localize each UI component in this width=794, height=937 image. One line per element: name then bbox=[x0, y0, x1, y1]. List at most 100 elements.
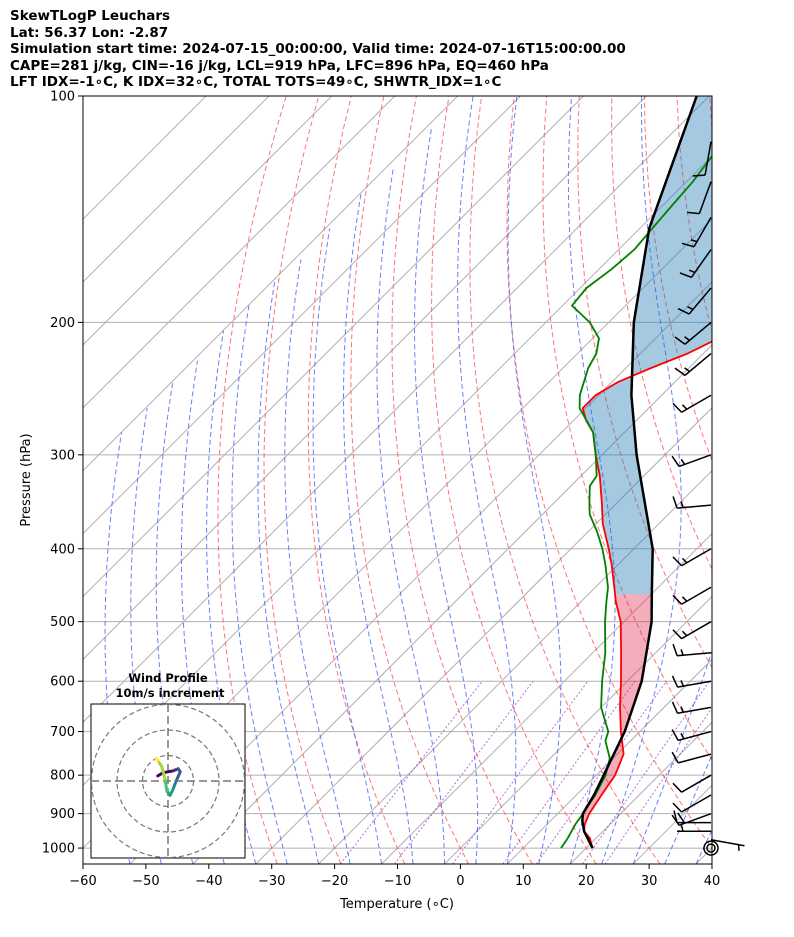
barb-flag bbox=[677, 812, 686, 824]
barb-flag bbox=[671, 675, 679, 688]
barb-flag bbox=[671, 455, 680, 467]
mixing-ratio-line bbox=[535, 680, 667, 864]
y-axis: 1000 900 800 700 600 500 400 300 200 100 bbox=[42, 90, 83, 857]
isotherm-line bbox=[83, 96, 521, 535]
y-tick-label: 300 bbox=[50, 448, 75, 463]
isotherm-line bbox=[83, 96, 710, 723]
dry-adiabat bbox=[742, 96, 794, 864]
isotherm-line bbox=[83, 96, 270, 283]
wind-barb bbox=[672, 496, 712, 509]
x-tick-label: −10 bbox=[384, 874, 411, 889]
wind-barb bbox=[692, 141, 712, 177]
barb-staff bbox=[704, 141, 712, 176]
dry-adiabat bbox=[506, 96, 712, 849]
wind-barb bbox=[672, 794, 712, 813]
moist-adiabat bbox=[376, 168, 445, 864]
barb-half-flag bbox=[680, 733, 685, 740]
wind-barb bbox=[671, 454, 712, 468]
hodograph-ring bbox=[91, 704, 245, 858]
barb-half-flag bbox=[680, 706, 685, 713]
wind-barb bbox=[671, 812, 712, 826]
isotherm-line bbox=[83, 96, 584, 598]
wind-barb bbox=[674, 321, 712, 345]
barb-flag bbox=[671, 751, 679, 764]
moist-adiabat bbox=[343, 193, 414, 864]
barb-half-flag bbox=[688, 269, 696, 274]
isotherm-line bbox=[83, 96, 459, 472]
dry-adiabat bbox=[263, 96, 342, 864]
wind-barb bbox=[671, 701, 712, 715]
barb-half-flag bbox=[690, 239, 698, 243]
barb-half-flag bbox=[680, 458, 686, 465]
moist-adiabat bbox=[231, 305, 288, 864]
barb-half-flag bbox=[684, 336, 690, 341]
dry-adiabat bbox=[431, 96, 597, 864]
barb-half-flag bbox=[680, 501, 684, 508]
moist-adiabat bbox=[567, 96, 616, 864]
barb-flag bbox=[672, 496, 678, 509]
barb-flag bbox=[677, 307, 690, 315]
barb-flag bbox=[674, 367, 686, 376]
calm-circle bbox=[706, 843, 716, 853]
y-tick-label: 1000 bbox=[42, 842, 75, 857]
wind-barb bbox=[677, 825, 711, 833]
y-axis-title: Pressure (hPa) bbox=[19, 433, 34, 526]
isotherm-line bbox=[129, 281, 712, 864]
dry-adiabat bbox=[469, 96, 661, 864]
barb-half-flag bbox=[681, 630, 688, 637]
calm-circle bbox=[703, 840, 719, 856]
wind-barb bbox=[703, 840, 719, 856]
moist-adiabat bbox=[632, 649, 712, 864]
wind-barb bbox=[679, 249, 712, 279]
isotherm-line bbox=[569, 721, 712, 864]
moist-adiabat bbox=[413, 127, 479, 864]
x-tick-label: −50 bbox=[132, 874, 159, 889]
moist-adiabat bbox=[601, 96, 682, 864]
mixing-ratio-line bbox=[502, 680, 636, 864]
parcel-profile-curve bbox=[581, 96, 698, 849]
wind-barb bbox=[672, 621, 712, 640]
isotherm-line bbox=[381, 532, 712, 864]
background-lines bbox=[83, 96, 794, 864]
hodograph-segment bbox=[163, 777, 169, 793]
x-tick-label: 40 bbox=[704, 874, 721, 889]
hodograph-title: Wind Profile bbox=[128, 671, 208, 685]
x-tick-label: 30 bbox=[641, 874, 658, 889]
barb-half-flag bbox=[680, 649, 684, 656]
moist-adiabat bbox=[312, 228, 383, 864]
x-tick-label: −30 bbox=[258, 874, 285, 889]
dry-adiabat bbox=[542, 96, 712, 761]
barb-staff bbox=[677, 753, 712, 764]
moist-adiabat bbox=[257, 278, 320, 864]
barb-flag bbox=[672, 782, 683, 793]
mixing-ratio-line bbox=[582, 680, 710, 864]
cape-line: CAPE=281 j/kg, CIN=-16 j/kg, LCL=919 hPa… bbox=[10, 57, 549, 74]
barb-half-flag bbox=[680, 825, 684, 832]
location-line: Lat: 56.37 Lon: -2.87 bbox=[10, 24, 169, 41]
x-tick-label: 10 bbox=[515, 874, 532, 889]
temperature-curve bbox=[581, 340, 712, 849]
barb-flag bbox=[672, 594, 683, 605]
barb-flag bbox=[692, 174, 706, 177]
dry-adiabat bbox=[775, 96, 794, 864]
chart-title: SkewTLogP Leuchars bbox=[10, 8, 171, 24]
barb-flag bbox=[672, 556, 683, 567]
x-tick-label: 0 bbox=[456, 874, 464, 889]
cape-area bbox=[582, 96, 712, 595]
wind-barb bbox=[671, 729, 712, 742]
moist-adiabat bbox=[284, 259, 351, 864]
wind-barb bbox=[677, 287, 712, 315]
wind-barb bbox=[672, 548, 712, 567]
dry-adiabat bbox=[217, 96, 287, 864]
mixing-ratio-line bbox=[394, 680, 534, 864]
barb-flag bbox=[671, 701, 679, 714]
x-tick-label: −40 bbox=[195, 874, 222, 889]
cape-cin-shading bbox=[582, 96, 712, 849]
hodograph-inset: Wind Profile 10m/s increment bbox=[90, 671, 246, 859]
barb-staff bbox=[681, 394, 712, 413]
x-tick-label: −60 bbox=[69, 874, 96, 889]
y-tick-label: 100 bbox=[50, 90, 75, 105]
isotherm-line bbox=[83, 96, 396, 409]
y-tick-label: 200 bbox=[50, 316, 75, 331]
indices-line: LFT IDX=-1∘C, K IDX=32∘C, TOTAL TOTS=49∘… bbox=[10, 74, 502, 90]
